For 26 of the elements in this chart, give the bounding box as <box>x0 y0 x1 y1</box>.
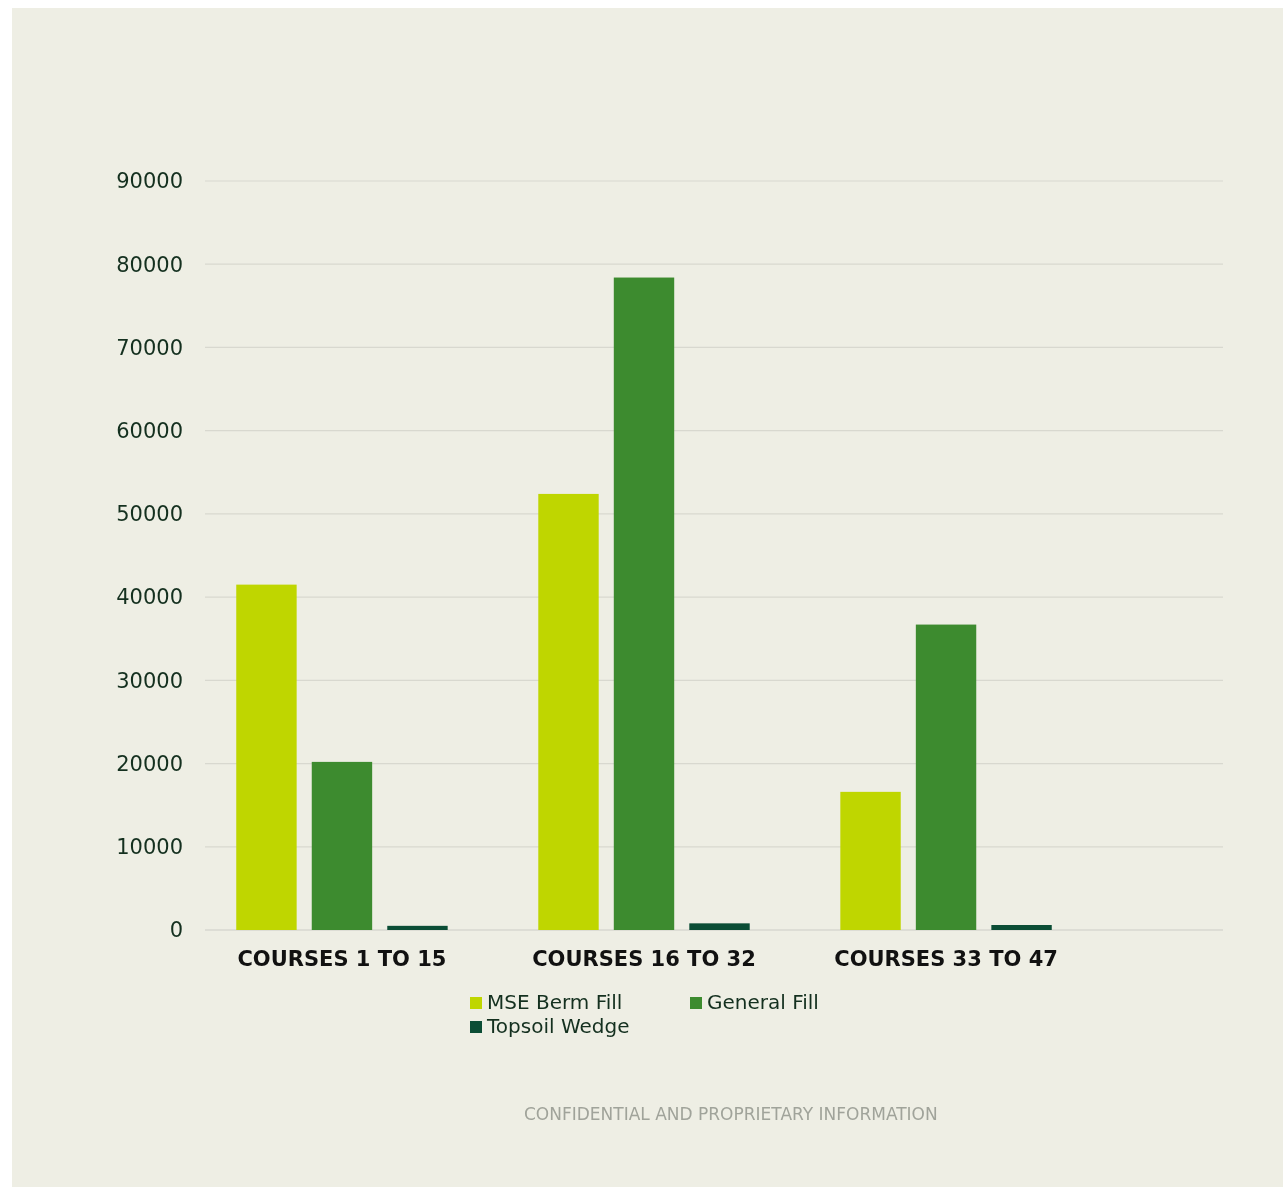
y-tick-label: 40000 <box>116 585 183 610</box>
y-tick-label: 70000 <box>116 335 183 360</box>
x-tick-label: COURSES 16 TO 32 <box>532 947 756 971</box>
bar <box>236 584 297 930</box>
bar <box>387 925 448 930</box>
y-tick-label: 10000 <box>116 835 183 860</box>
text: CONFIDENTIAL AND PROPRIETARY INFORMATION <box>524 1104 938 1124</box>
x-tick-label: COURSES 1 TO 15 <box>237 947 447 971</box>
y-tick-label: 30000 <box>116 668 183 693</box>
bar <box>991 925 1052 930</box>
legend-label: General Fill <box>707 990 819 1014</box>
bar <box>840 791 901 930</box>
x-tick-label: COURSES 33 TO 47 <box>834 947 1058 971</box>
bar <box>613 277 675 930</box>
bar <box>311 761 373 930</box>
bar <box>689 923 750 930</box>
y-tick-label: 50000 <box>116 502 183 527</box>
y-tick-label: 80000 <box>116 252 183 277</box>
legend-label: Topsoil Wedge <box>486 1014 630 1038</box>
legend-label: MSE Berm Fill <box>487 990 623 1014</box>
bar <box>538 493 599 930</box>
bar <box>915 624 977 930</box>
y-tick-label: 60000 <box>116 419 183 444</box>
y-tick-label: 0 <box>169 918 183 943</box>
y-tick-label: 90000 <box>116 169 183 194</box>
y-tick-label: 20000 <box>116 751 183 776</box>
